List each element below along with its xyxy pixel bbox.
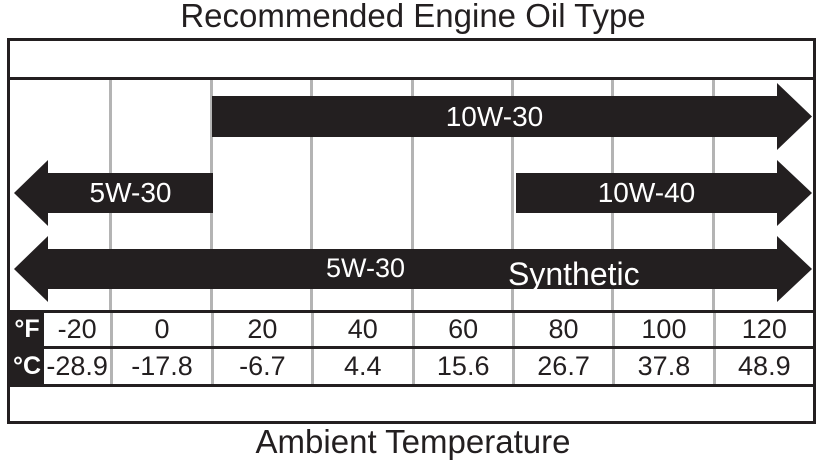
chart-frame: 10W-30 5W-30 10W-40 5W-30 Synthetic [7,38,816,424]
gridline [410,80,414,310]
f-tick: 20 [210,313,311,346]
right-arrowhead-icon [777,83,812,150]
oil-bar-10w30: 10W-30 [212,96,777,137]
temperature-table: °F -20 0 20 40 60 80 100 120 °C -28.9 -1… [10,310,813,387]
c-tick: 26.7 [511,349,612,384]
c-tick: 4.4 [311,349,411,384]
f-tick: 80 [511,313,612,346]
gridline [510,80,514,310]
gridline [310,80,314,310]
right-arrowhead-icon [777,160,812,226]
c-tick: -17.8 [110,349,210,384]
oil-bar-5w30-synthetic: 5W-30 Synthetic [48,249,777,292]
f-tick: 60 [411,313,512,346]
plot-area: 10W-30 5W-30 10W-40 5W-30 Synthetic [10,80,813,310]
x-axis-title: Ambient Temperature [255,423,571,460]
c-tick: 37.8 [612,349,712,384]
celsius-row: °C -28.9 -17.8 -6.7 4.4 15.6 26.7 37.8 4… [10,349,813,387]
left-arrowhead-icon [14,236,48,302]
chart-title: Recommended Engine Oil Type [180,0,646,34]
oil-bar-5w30: 5W-30 [48,173,213,213]
oil-bar-10w40-label: 10W-40 [597,177,696,208]
left-arrowhead-icon [14,160,48,226]
c-tick: 48.9 [712,349,813,384]
f-tick: 0 [110,313,210,346]
c-tick: -28.9 [46,351,108,381]
oil-bar-10w40: 10W-40 [516,173,777,213]
right-arrowhead-icon [777,236,812,302]
f-tick: 120 [712,313,813,346]
oil-bar-synthetic-type-label: Synthetic [508,256,640,292]
f-tick: 100 [612,313,712,346]
f-tick: -20 [57,314,97,344]
c-tick: 15.6 [411,349,512,384]
fahrenheit-unit-label: °F [10,313,44,346]
celsius-unit-label: °C [10,349,44,384]
oil-bar-5w30-label: 5W-30 [89,177,172,208]
oil-bar-10w30-label: 10W-30 [445,100,544,132]
f-tick: 40 [311,313,411,346]
header-strip [10,41,813,80]
c-tick: -6.7 [210,349,311,384]
oil-bar-synthetic-grade-label: 5W-30 [326,253,406,283]
fahrenheit-row: °F -20 0 20 40 60 80 100 120 [10,313,813,349]
